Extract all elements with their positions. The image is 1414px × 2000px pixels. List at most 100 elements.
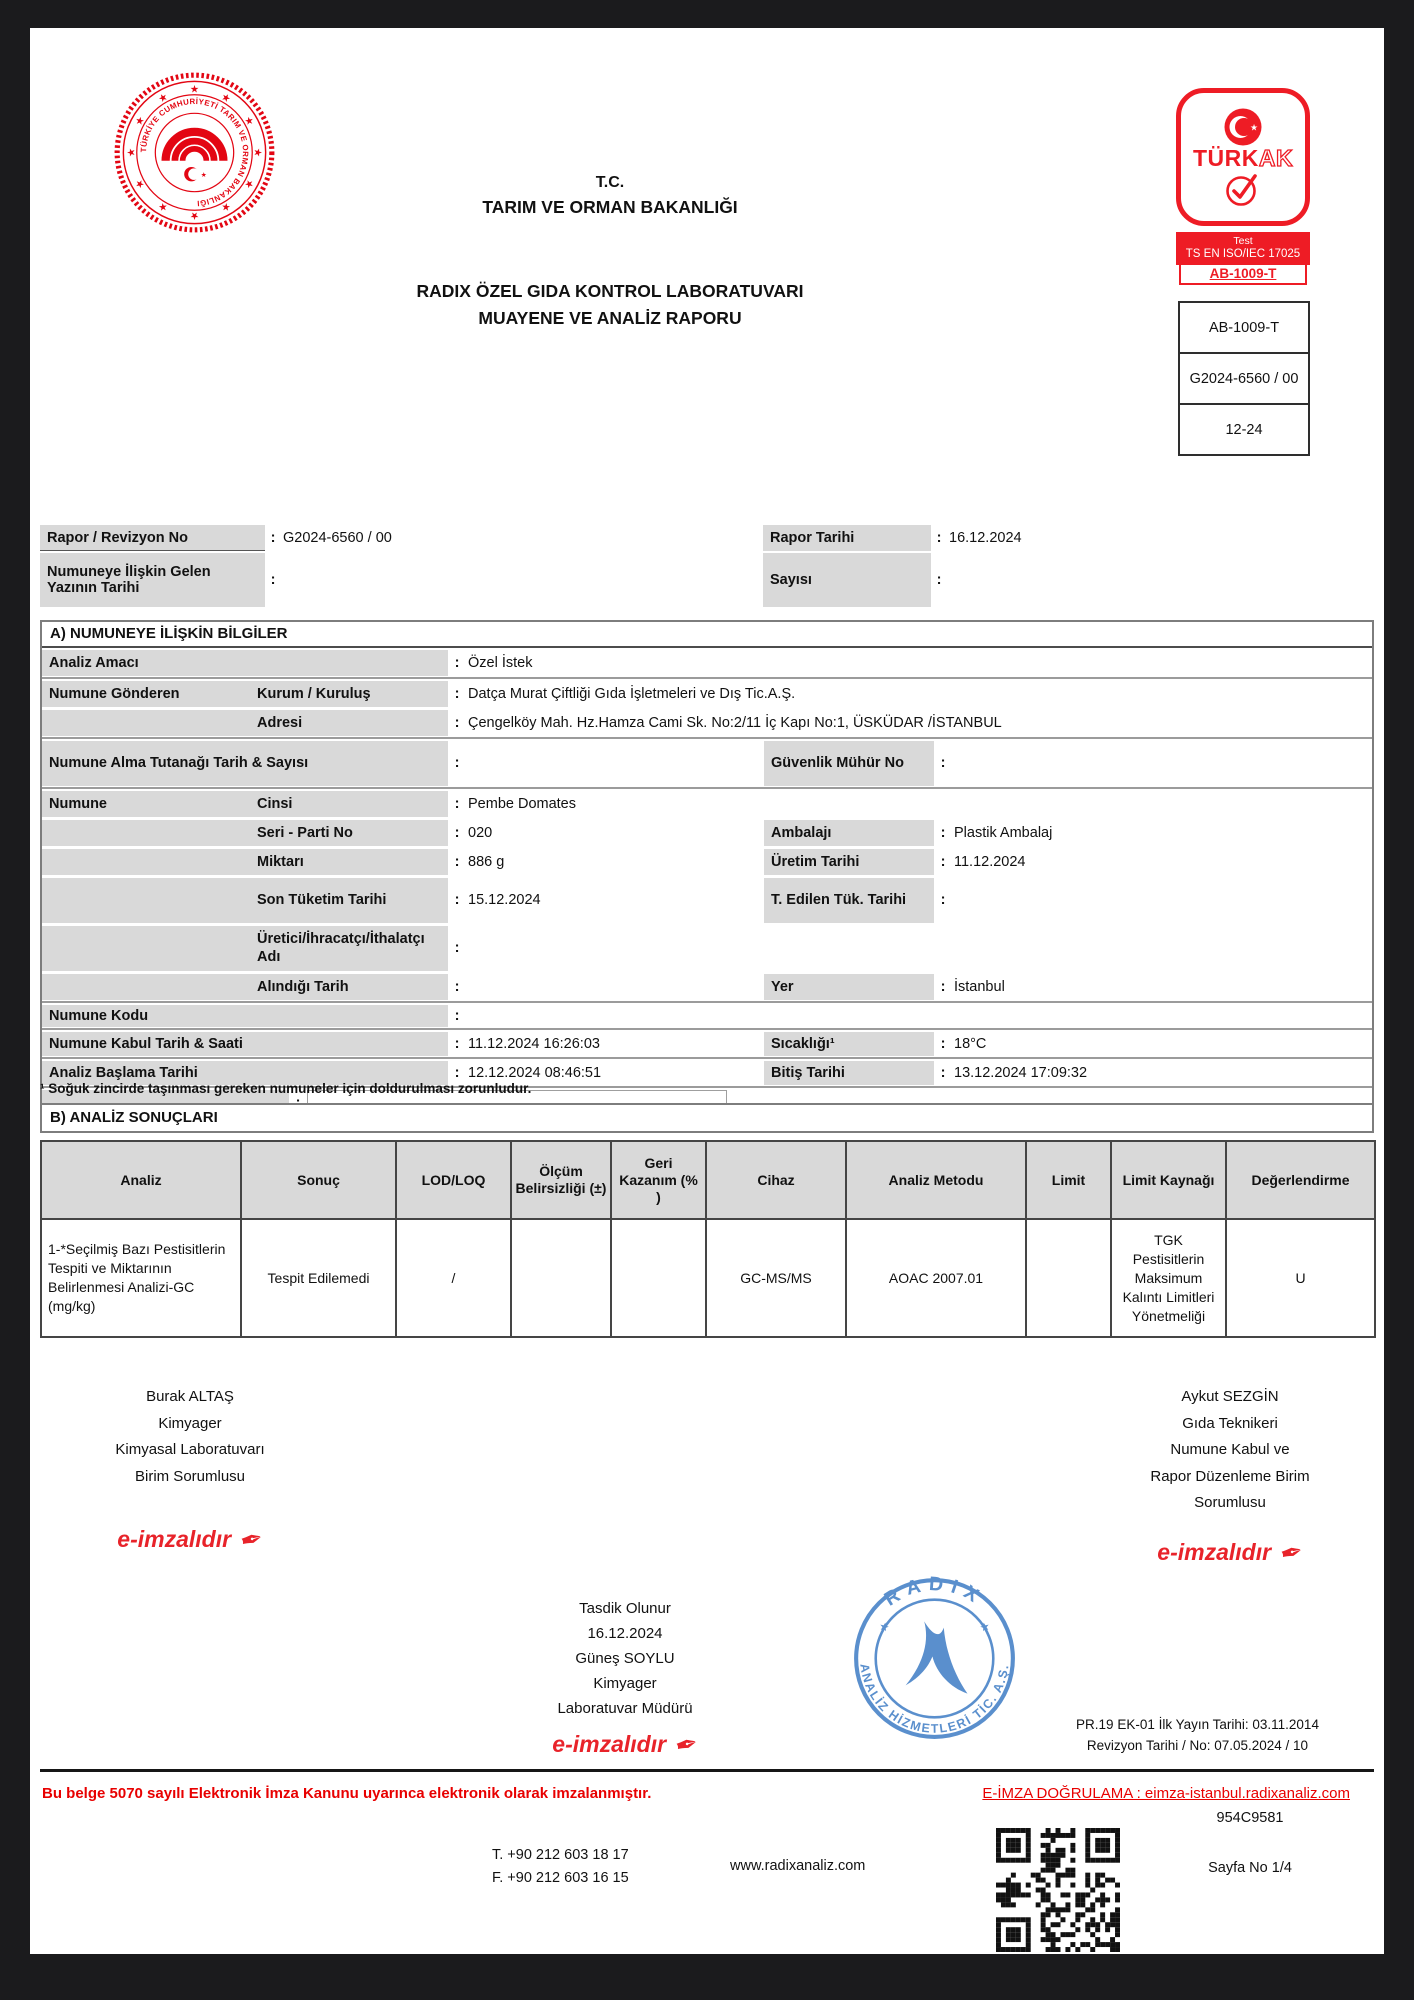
esignature-right: e-imzalıdır ✒	[1082, 1536, 1378, 1572]
checkmark-icon	[1226, 173, 1257, 206]
meta-right-column: Rapor Tarihi : 16.12.2024 Sayısı :	[763, 525, 1374, 609]
colon: :	[270, 530, 276, 546]
colon: :	[454, 795, 460, 812]
colon: :	[454, 892, 460, 908]
col-olcum-belirsizligi: Ölçüm Belirsizliği (±)	[510, 1140, 612, 1220]
turkak-logo: ★ TÜRKAK	[1176, 88, 1310, 226]
svg-text:★: ★	[241, 114, 256, 128]
esignature-left: e-imzalıdır ✒	[50, 1523, 330, 1559]
field-sublabel: Kurum / Kuruluş	[250, 680, 448, 707]
esignature-label: e-imzalıdır	[1157, 1539, 1272, 1565]
period-box: 12-24	[1178, 403, 1310, 456]
meta-row-yazi-tarihi: Numuneye İlişkin Gelen Yazının Tarihi :	[40, 553, 745, 607]
report-no-box: G2024-6560 / 00	[1178, 352, 1310, 405]
document-title-line1: RADIX ÖZEL GIDA KONTROL LABORATUVARI	[416, 281, 804, 301]
field-value	[952, 876, 1372, 924]
svg-text:★: ★	[126, 148, 138, 157]
header-tc: T.C.	[595, 174, 625, 191]
signer-title: Kimyager	[158, 1414, 222, 1432]
cell-degerlendirme: U	[1225, 1218, 1376, 1338]
cell-geri	[610, 1218, 707, 1338]
col-sonuc: Sonuç	[240, 1140, 397, 1220]
svg-text:★: ★	[190, 209, 199, 221]
colon: :	[940, 978, 946, 995]
signer-org: Rapor Düzenleme Birim	[1150, 1467, 1310, 1485]
signature-block-left: Burak ALTAŞ Kimyager Kimyasal Laboratuva…	[50, 1384, 330, 1490]
contact-phones: T. +90 212 603 18 17 F. +90 212 603 16 1…	[492, 1844, 629, 1890]
signer-org: Kimyasal Laboratuvarı	[115, 1441, 265, 1458]
verification-code: 954C9581	[1216, 1810, 1284, 1826]
meta-label: Rapor Tarihi	[763, 525, 931, 551]
colon: :	[940, 824, 946, 841]
field-sublabel: Üretici/İhracatçı/İthalatçı Adı	[250, 925, 448, 971]
colon: :	[940, 1035, 946, 1052]
report-page: ★ ★ ★ ★ ★ ★ ★ ★ ★ ★ ★ ★ TÜRKİYE CUMHURİYETİ TA…	[30, 28, 1384, 1954]
svg-text:★: ★	[1250, 123, 1258, 133]
meta-label: Rapor / Revizyon No	[40, 525, 265, 551]
field-label: Yer	[764, 973, 934, 1000]
group-tutanak: Numune Alma Tutanağı Tarih & Sayısı : Gü…	[42, 739, 1372, 789]
signer-title: Gıda Teknikeri	[1182, 1414, 1278, 1432]
colon: :	[454, 714, 460, 731]
stamp-bottom-text: ANALİZ HİZMETLERİ TİC. A.Ş.	[857, 1663, 1010, 1736]
colon: :	[940, 853, 946, 870]
colon: :	[936, 530, 942, 546]
signer-org: Numune Kabul ve	[1170, 1441, 1290, 1458]
seal-emblem	[161, 127, 228, 162]
field-label: Numune Kodu	[42, 1004, 448, 1027]
turkak-word-solid: TÜRK	[1192, 144, 1259, 171]
stamp-top-text: RADIX	[881, 1576, 982, 1611]
svg-text:★: ★	[251, 148, 263, 157]
turkak-wordmark: TÜRKAK	[1192, 144, 1294, 171]
colon: :	[454, 1064, 460, 1081]
colon: :	[270, 572, 276, 588]
field-value	[466, 1003, 1372, 1028]
pen-icon: ✒	[672, 1727, 702, 1764]
meta-row-rapor-tarihi: Rapor Tarihi : 16.12.2024	[763, 525, 1374, 551]
cell-analiz: 1-*Seçilmiş Bazı Pestisitlerin Tespiti v…	[40, 1218, 242, 1338]
footer-divider	[40, 1769, 1374, 1772]
section-b-title: B) ANALİZ SONUÇLARI	[40, 1103, 1374, 1133]
field-value	[466, 739, 764, 787]
field-value: İstanbul	[954, 978, 1005, 995]
col-limit: Limit	[1025, 1140, 1112, 1220]
field-value: 11.12.2024 16:26:03	[468, 1035, 600, 1052]
section-a-title: A) NUMUNEYE İLİŞKİN BİLGİLER	[42, 622, 1372, 648]
col-lod-loq: LOD/LOQ	[395, 1140, 512, 1220]
cold-chain-footnote: ¹ Soğuk zincirde taşınması gereken numun…	[40, 1081, 532, 1096]
svg-text:★: ★	[133, 177, 148, 191]
svg-text:★: ★	[156, 91, 170, 106]
esignature-label: e-imzalıdır	[552, 1731, 667, 1757]
field-value: 886 g	[468, 853, 505, 870]
colon: :	[454, 1007, 460, 1024]
docref-line1: PR.19 EK-01 İlk Yayın Tarihi: 03.11.2014	[1076, 1717, 1319, 1732]
approver-title: Kimyager	[593, 1675, 657, 1692]
col-analiz: Analiz	[40, 1140, 242, 1220]
meta-label: Numuneye İlişkin Gelen Yazının Tarihi	[40, 553, 265, 607]
sample-info-section: A) NUMUNEYE İLİŞKİN BİLGİLER Analiz Amac…	[40, 620, 1374, 1119]
svg-text:★: ★	[190, 84, 199, 96]
field-label: T. Edilen Tük. Tarihi	[764, 877, 934, 923]
pen-icon: ✒	[237, 1522, 267, 1559]
certificate-boxes: AB-1009-T G2024-6560 / 00 12-24	[1178, 301, 1310, 456]
svg-text:★: ★	[133, 114, 148, 128]
field-label: Sıcaklığı¹	[764, 1031, 934, 1056]
colon: :	[454, 654, 460, 671]
field-value: 11.12.2024	[954, 853, 1026, 870]
col-cihaz: Cihaz	[705, 1140, 847, 1220]
signer-name: Aykut SEZGİN	[1181, 1388, 1279, 1405]
crescent-star-icon: ★	[1224, 108, 1262, 145]
approval-date: 16.12.2024	[587, 1625, 663, 1642]
stamp-bird-icon	[905, 1621, 968, 1694]
group-kabul: Numune Kabul Tarih & Saati : 11.12.2024 …	[42, 1030, 1372, 1059]
signer-org: Birim Sorumlusu	[134, 1467, 246, 1485]
field-sublabel: Seri - Parti No	[250, 819, 448, 846]
signer-org: Sorumlusu	[1194, 1494, 1266, 1511]
field-sublabel: Miktarı	[250, 848, 448, 875]
esignature-center: e-imzalıdır ✒	[485, 1728, 765, 1764]
field-label: Analiz Başlama Tarihi	[42, 1060, 448, 1085]
meta-row-revizyon: Rapor / Revizyon No : G2024-6560 / 00	[40, 525, 745, 551]
field-label-blank	[42, 709, 250, 736]
turkak-word-outline: AK	[1258, 144, 1294, 171]
phone-number: T. +90 212 603 18 17	[492, 1847, 629, 1863]
